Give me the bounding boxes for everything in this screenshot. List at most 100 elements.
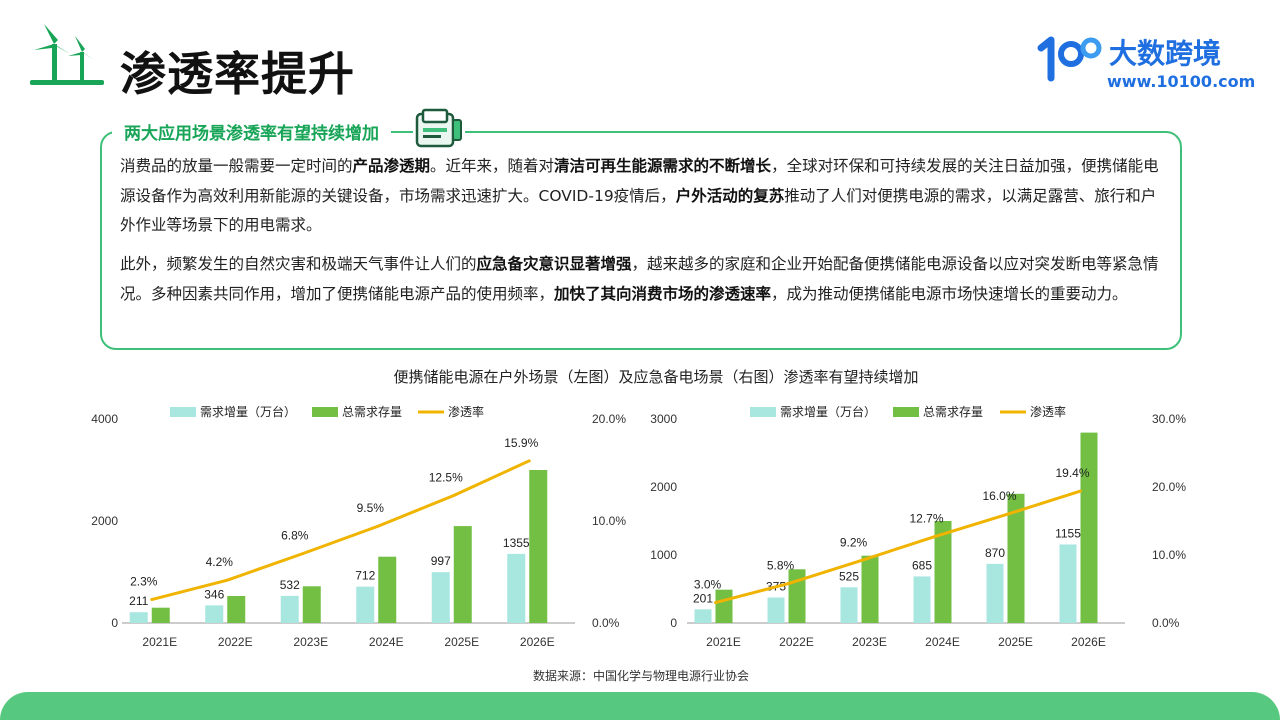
bar-demand — [840, 587, 858, 623]
x-tick-label: 2026E — [520, 635, 555, 649]
y-right-tick-label: 30.0% — [1152, 412, 1186, 426]
bar-demand — [913, 576, 931, 623]
bar-demand — [431, 572, 450, 623]
bar-demand-label: 525 — [839, 569, 859, 583]
bar-demand-label: 712 — [355, 569, 375, 583]
bar-demand — [356, 586, 375, 623]
bar-demand-label: 201 — [693, 591, 713, 605]
rate-label: 19.4% — [1055, 466, 1089, 480]
bar-demand — [694, 609, 712, 623]
rate-point — [787, 582, 790, 586]
bar-demand-label: 997 — [431, 554, 451, 568]
bar-demand-label: 346 — [204, 587, 224, 601]
legend-demand: 需求增量（万台） — [200, 404, 296, 419]
bar-stock — [227, 595, 246, 623]
x-tick-label: 2023E — [852, 635, 887, 649]
charts-title: 便携储能电源在户外场景（左图）及应急备电场景（右图）渗透率有望持续增加 — [393, 368, 919, 386]
y-left-tick-label: 3000 — [650, 412, 677, 426]
legend-rate: 渗透率 — [448, 404, 484, 419]
legend-swatch-demand — [750, 407, 776, 417]
rate-point — [933, 535, 936, 539]
x-tick-label: 2023E — [293, 635, 328, 649]
paragraph-2: 此外，频繁发生的自然灾害和极端天气事件让人们的应急备灾意识显著增强，越来越多的家… — [120, 255, 1159, 303]
bar-demand — [205, 605, 224, 623]
bar-demand-label: 1155 — [1055, 526, 1081, 540]
legend-stock: 总需求存量 — [342, 405, 402, 419]
y-left-tick-label: 2000 — [650, 480, 677, 494]
page-title: 渗透率提升 — [120, 47, 355, 101]
chart-outdoor: 0 2000 4000 0.0% 10.0% 20.0% 211 2021E 346 2022E 5… — [91, 404, 626, 649]
bar-demand-label: 211 — [129, 594, 148, 608]
x-tick-label: 2024E — [369, 635, 404, 649]
y-left-tick-label: 0 — [670, 616, 677, 630]
bar-demand — [507, 553, 526, 623]
legend-stock: 总需求存量 — [923, 405, 983, 419]
rate-point — [1006, 512, 1009, 516]
x-tick-label: 2025E — [998, 635, 1033, 649]
wind-turbine-logo-icon — [30, 24, 104, 85]
bar-stock — [302, 586, 321, 623]
rate-point — [527, 459, 531, 463]
rate-label: 6.8% — [281, 529, 309, 543]
rate-point — [225, 578, 229, 582]
rate-line — [151, 459, 530, 601]
y-right-tick-label: 0.0% — [1152, 616, 1180, 630]
rate-label: 16.0% — [982, 489, 1016, 503]
x-tick-label: 2025E — [444, 635, 479, 649]
x-tick-label: 2022E — [218, 635, 253, 649]
bar-stock — [529, 470, 548, 623]
rate-label: 12.7% — [909, 512, 943, 526]
legend-demand: 需求增量（万台） — [780, 404, 876, 419]
y-left-tick-label: 1000 — [650, 548, 677, 562]
y-left-tick-label: 2000 — [91, 514, 118, 528]
rate-label: 4.2% — [206, 555, 234, 569]
rate-point — [301, 552, 305, 556]
bar-demand — [767, 597, 785, 623]
bar-demand-label: 870 — [985, 546, 1005, 560]
bar-demand-label: 1355 — [503, 536, 530, 550]
legend-swatch-stock — [893, 407, 919, 417]
section-heading: 两大应用场景渗透率有望持续增加 — [112, 119, 391, 144]
rate-point — [150, 598, 154, 602]
rate-label: 9.5% — [357, 501, 385, 515]
rate-line — [715, 489, 1081, 605]
bar-demand-label: 685 — [912, 558, 932, 572]
chart-emergency: 0 1000 2000 3000 0.0% 10.0% 20.0% 30.0% 201 2021E… — [650, 404, 1186, 649]
rate-label: 12.5% — [429, 471, 463, 485]
rate-label: 15.9% — [504, 436, 538, 450]
printer-icon — [413, 108, 465, 150]
bar-demand-label: 532 — [280, 578, 300, 592]
paragraph-1: 消费品的放量一般需要一定时间的产品渗透期。近年来，随着对清洁可再生能源需求的不断… — [120, 157, 1159, 234]
rate-point — [452, 494, 456, 497]
legend-swatch-stock — [312, 407, 338, 417]
rate-point — [1079, 489, 1082, 493]
bar-stock — [151, 607, 170, 623]
bar-demand — [280, 595, 299, 623]
x-tick-label: 2022E — [779, 635, 814, 649]
brand-logo[interactable]: 大数跨境 www.10100.com — [1035, 30, 1255, 95]
y-right-tick-label: 20.0% — [592, 412, 626, 426]
bar-demand — [1059, 544, 1077, 623]
rate-label: 5.8% — [767, 559, 795, 573]
rate-label: 2.3% — [130, 575, 158, 589]
x-tick-label: 2021E — [706, 635, 741, 649]
footer-band — [0, 692, 1280, 720]
x-tick-label: 2021E — [142, 635, 177, 649]
bar-stock — [1080, 432, 1098, 623]
brand-url[interactable]: www.10100.com — [1107, 72, 1256, 91]
bar-stock — [788, 569, 806, 623]
y-right-tick-label: 20.0% — [1152, 480, 1186, 494]
rate-label: 9.2% — [840, 535, 868, 549]
rate-point — [860, 558, 863, 562]
legend-rate: 渗透率 — [1030, 404, 1066, 419]
info-box — [100, 131, 1182, 350]
y-right-tick-label: 10.0% — [592, 514, 626, 528]
bar-stock — [715, 589, 733, 623]
brand-name: 大数跨境 — [1109, 37, 1222, 70]
bar-stock — [1007, 493, 1025, 623]
rate-point — [714, 601, 717, 605]
x-tick-label: 2026E — [1071, 635, 1106, 649]
bar-stock — [453, 526, 472, 623]
bar-stock — [861, 555, 879, 623]
y-right-tick-label: 0.0% — [592, 616, 620, 630]
